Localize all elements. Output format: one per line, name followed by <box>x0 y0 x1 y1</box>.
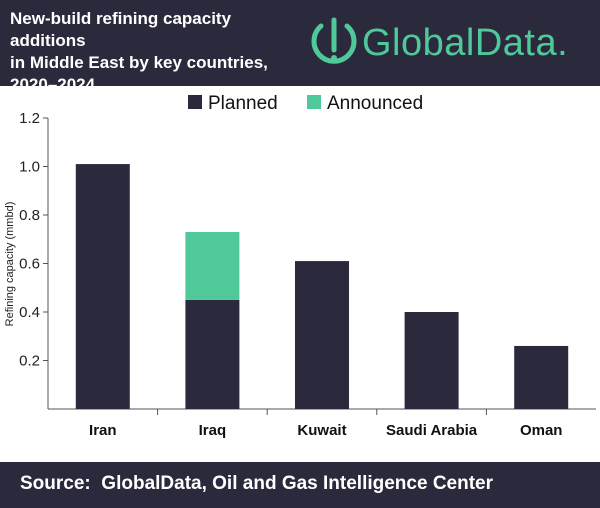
legend-swatch <box>188 95 202 109</box>
x-tick-label: Kuwait <box>297 422 346 439</box>
y-axis-title: Refining capacity (mmbd) <box>4 202 16 327</box>
bar-planned-iraq <box>185 299 240 409</box>
source-note: Source: GlobalData, Oil and Gas Intellig… <box>20 473 494 494</box>
chart-title: New-build refining capacity additions in… <box>10 8 310 96</box>
x-tick-label: Saudi Arabia <box>386 422 478 439</box>
bar-announced-iraq <box>185 231 240 300</box>
x-tick-label: Oman <box>520 422 563 439</box>
x-tick-label: Iraq <box>199 422 227 439</box>
title-line-3: 2020–2024 <box>10 75 96 94</box>
x-axis: Iran Iraq Kuwait Saudi Arabia Oman <box>48 408 596 439</box>
y-tick-label: 0.6 <box>19 256 40 273</box>
footer-band: Source: GlobalData, Oil and Gas Intellig… <box>0 462 600 508</box>
bar-planned-saudi-arabia <box>404 312 459 409</box>
legend-label: Announced <box>327 93 423 114</box>
y-tick-label: 0.8 <box>19 207 40 224</box>
y-tick-label: 0.2 <box>19 353 40 370</box>
bar-planned-oman <box>514 345 569 409</box>
globaldata-logo: GlobalData. <box>310 14 595 70</box>
bars <box>75 164 569 409</box>
bar-planned-iran <box>75 164 130 409</box>
header-band: New-build refining capacity additions in… <box>0 0 600 94</box>
title-line-1: New-build refining capacity additions <box>10 9 232 50</box>
globaldata-logo-icon <box>311 17 357 64</box>
bar-planned-kuwait <box>295 261 349 409</box>
y-tick-label: 1.2 <box>19 110 40 127</box>
y-axis: 0.2 0.4 0.6 0.8 1.0 1.2 <box>19 110 49 409</box>
legend-label: Planned <box>208 93 278 114</box>
legend: Planned Announced <box>188 93 423 114</box>
globaldata-logo-text: GlobalData. <box>362 22 569 64</box>
title-line-2: in Middle East by key countries, <box>10 53 268 72</box>
y-tick-label: 1.0 <box>19 159 40 176</box>
x-tick-label: Iran <box>89 422 117 439</box>
bar-chart: Planned Announced 0.2 0.4 0.6 0.8 1.0 1.2 Iran… <box>4 93 596 439</box>
legend-swatch <box>307 95 321 109</box>
y-tick-label: 0.4 <box>19 304 40 321</box>
